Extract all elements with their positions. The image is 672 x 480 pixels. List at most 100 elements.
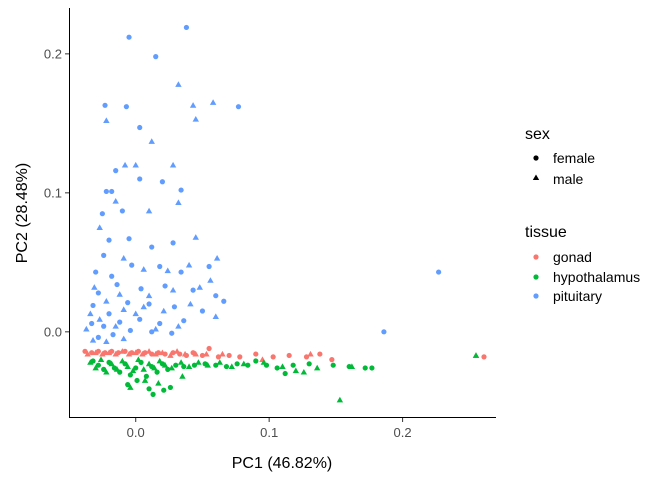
data-point-pituitary-female xyxy=(157,320,163,327)
data-point-gonad-female xyxy=(303,354,310,360)
data-point-hypothalamus-female xyxy=(134,377,140,384)
data-point-hypothalamus-male xyxy=(179,373,186,379)
data-point-hypothalamus-male xyxy=(119,357,126,364)
data-point-hypothalamus-male xyxy=(151,364,158,371)
data-point-pituitary-male xyxy=(112,323,119,329)
data-point-hypothalamus-female xyxy=(127,372,133,378)
data-point-gonad-female xyxy=(329,357,335,363)
data-point-pituitary-male xyxy=(120,306,127,312)
data-point-pituitary-male xyxy=(83,325,90,332)
data-point-gonad-male xyxy=(219,350,226,357)
data-point-pituitary-male xyxy=(89,336,97,343)
data-point-hypothalamus-male xyxy=(240,360,247,367)
data-point-pituitary-female xyxy=(381,329,387,335)
data-point-gonad-male xyxy=(112,350,119,357)
data-point-pituitary-female xyxy=(190,287,196,293)
data-point-pituitary-male xyxy=(132,161,139,168)
data-point-hypothalamus-male xyxy=(156,357,163,364)
data-point-pituitary-male xyxy=(103,338,110,344)
x-tick-label: 0.2 xyxy=(394,425,412,440)
data-point-pituitary-male xyxy=(145,292,153,299)
data-point-pituitary-male xyxy=(169,286,177,293)
data-point-hypothalamus-male xyxy=(103,368,110,375)
x-axis-ticks: 0.0 0.1 0.2 xyxy=(127,418,412,440)
data-point-pituitary-male xyxy=(96,316,103,322)
data-point-pituitary-male xyxy=(207,277,214,283)
data-point-pituitary-male xyxy=(187,300,194,307)
data-point-pituitary-male xyxy=(160,307,167,314)
data-point-pituitary-female xyxy=(101,252,107,258)
data-point-pituitary-female xyxy=(183,24,190,31)
data-point-hypothalamus-female xyxy=(245,362,251,368)
data-point-hypothalamus-male xyxy=(140,366,147,372)
data-point-pituitary-female xyxy=(149,244,155,250)
data-point-pituitary-female xyxy=(162,283,168,289)
data-point-pituitary-female xyxy=(103,188,109,195)
data-point-hypothalamus-male xyxy=(87,359,94,365)
data-point-hypothalamus-female xyxy=(146,386,152,392)
data-point-hypothalamus-male xyxy=(97,356,105,363)
data-point-hypothalamus-male xyxy=(108,360,115,367)
data-point-hypothalamus-male xyxy=(204,361,211,368)
data-point-pituitary-male xyxy=(140,303,147,310)
data-point-hypothalamus-female xyxy=(101,366,107,372)
data-point-pituitary-female xyxy=(90,302,96,309)
data-point-pituitary-female xyxy=(436,269,442,275)
data-point-hypothalamus-male xyxy=(124,363,131,369)
data-point-pituitary-female xyxy=(114,281,120,288)
data-point-pituitary-female xyxy=(99,211,105,217)
data-point-pituitary-male xyxy=(112,197,119,204)
legend-key-male-triangle xyxy=(532,174,540,180)
data-point-pituitary-female xyxy=(137,124,143,131)
data-point-pituitary-male xyxy=(87,310,94,317)
data-point-pituitary-male xyxy=(148,138,155,144)
data-point-hypothalamus-male xyxy=(195,359,202,365)
data-point-gonad-male xyxy=(145,348,153,354)
plot-area: 0.0 0.1 0.2 0.0 0.1 0.2 xyxy=(44,8,496,440)
data-point-pituitary-female xyxy=(149,329,155,335)
data-point-hypothalamus-female xyxy=(150,391,156,397)
data-point-gonad-male xyxy=(139,350,146,357)
data-point-gonad-female xyxy=(206,345,212,352)
data-point-gonad-male xyxy=(167,352,174,358)
legend-label-female: female xyxy=(553,150,595,166)
data-point-pituitary-female xyxy=(93,269,99,275)
y-axis-ticks: 0.0 0.1 0.2 xyxy=(44,46,69,339)
data-point-pituitary-female xyxy=(159,179,166,185)
data-point-hypothalamus-female xyxy=(167,384,174,391)
data-point-hypothalamus-male xyxy=(260,359,268,365)
data-point-hypothalamus-male xyxy=(177,359,185,365)
data-point-pituitary-female xyxy=(213,293,219,299)
data-point-pituitary-female xyxy=(95,290,101,296)
data-points xyxy=(82,24,487,403)
data-point-hypothalamus-male xyxy=(129,367,137,374)
x-tick-label: 0.0 xyxy=(127,425,145,440)
data-point-pituitary-female xyxy=(137,316,143,322)
data-point-pituitary-male xyxy=(152,325,159,332)
data-point-pituitary-female xyxy=(109,188,115,195)
y-tick-label: 0.2 xyxy=(44,46,62,61)
data-point-pituitary-male xyxy=(103,298,110,304)
data-point-gonad-female xyxy=(237,354,243,360)
data-point-pituitary-male xyxy=(175,323,182,329)
data-point-pituitary-male xyxy=(140,266,147,272)
data-point-pituitary-male xyxy=(175,199,182,205)
data-point-gonad-male xyxy=(192,350,199,357)
data-point-hypothalamus-male xyxy=(348,363,356,369)
data-point-pituitary-female xyxy=(127,327,133,334)
legend-key-gonad xyxy=(533,254,539,260)
data-point-pituitary-female xyxy=(117,319,123,325)
data-point-hypothalamus-male xyxy=(228,363,235,369)
legend-title-sex: sex xyxy=(525,126,550,143)
data-point-pituitary-female xyxy=(146,301,152,307)
legend-key-hypothalamus xyxy=(533,274,539,280)
data-point-hypothalamus-male xyxy=(185,363,193,369)
data-point-pituitary-female xyxy=(171,304,178,310)
data-point-hypothalamus-female xyxy=(165,366,171,372)
data-point-pituitary-female xyxy=(137,176,143,182)
data-point-hypothalamus-female xyxy=(154,369,160,375)
data-point-gonad-male xyxy=(307,350,314,357)
data-point-hypothalamus-male xyxy=(292,367,300,374)
data-point-pituitary-female xyxy=(119,208,125,214)
